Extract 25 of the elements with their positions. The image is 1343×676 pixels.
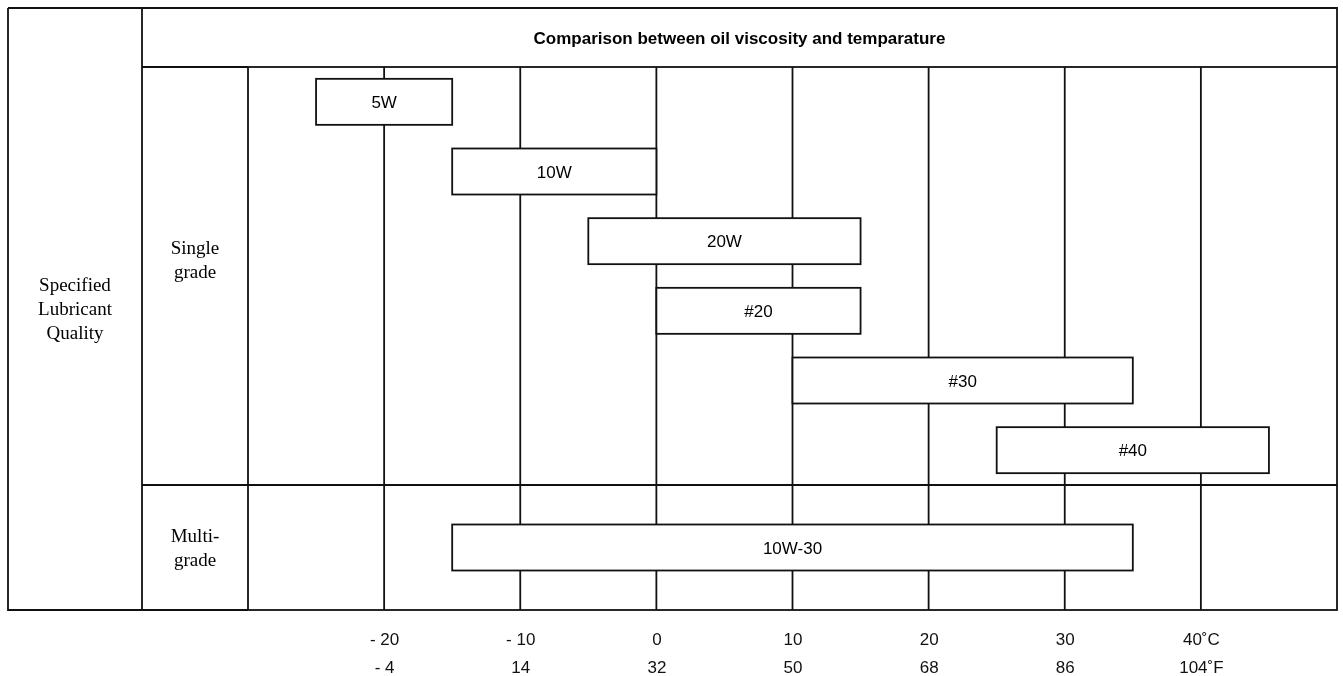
x-tick-label: 30 <box>1055 630 1075 650</box>
text: Multi-grade <box>170 524 220 570</box>
y-tick-label: #30 <box>948 371 977 391</box>
y-tick-label: 5W <box>371 92 397 112</box>
x2-tick-label: 14 <box>511 658 531 676</box>
x2-tick-label: 32 <box>647 658 667 676</box>
text: Single grade <box>170 237 220 282</box>
x2-tick-label: 86 <box>1055 658 1075 676</box>
chart-title: Comparison between oil viscosity and temparature <box>533 28 946 48</box>
x2-tick-label: 68 <box>919 658 939 676</box>
x-tick-label: 0 <box>652 630 662 650</box>
x-tick-label: 20 <box>919 630 939 650</box>
y-tick-label: 10W-30 <box>762 538 823 558</box>
y-tick-label: 10W <box>536 162 572 182</box>
x2-tick-label: - 4 <box>374 658 395 676</box>
x-tick-label: 10 <box>783 630 803 650</box>
text: Specified Lubricant Quality <box>38 273 113 343</box>
x-tick-label: 40˚C <box>1182 630 1220 650</box>
y-tick-label: 20W <box>706 232 742 252</box>
y-tick-label: #20 <box>744 301 773 321</box>
x2-tick-label: 50 <box>783 658 803 676</box>
x-tick-label: - 20 <box>369 630 400 650</box>
x-tick-label: - 10 <box>506 630 536 650</box>
y-tick-label: #40 <box>1118 441 1147 461</box>
x2-tick-label: 104˚F <box>1179 658 1224 676</box>
